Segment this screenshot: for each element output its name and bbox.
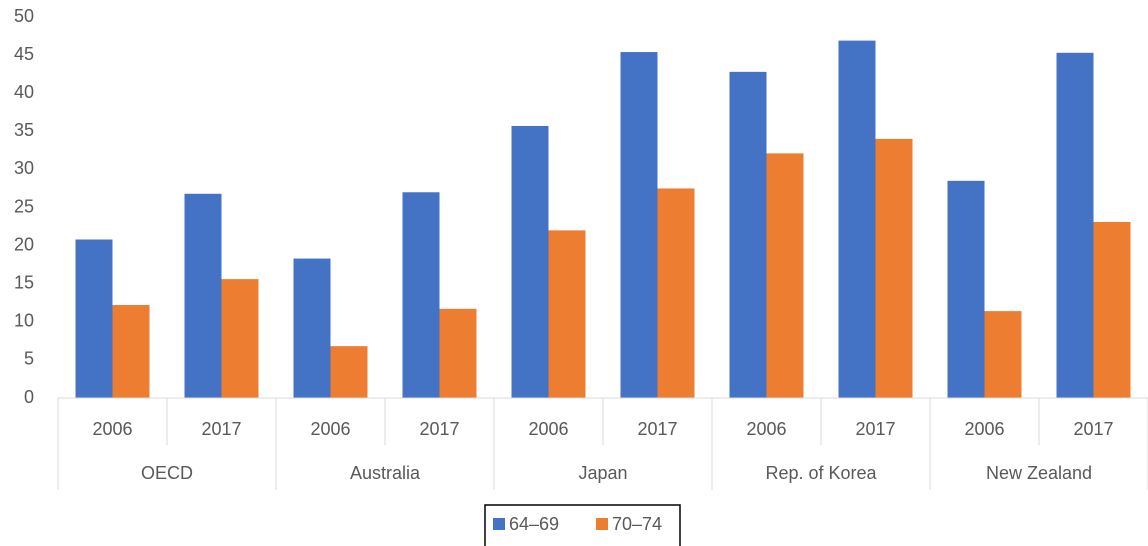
x-tick-label: 2006: [746, 419, 786, 439]
bar: [184, 193, 222, 398]
group-label: Australia: [350, 463, 421, 483]
y-tick-label: 5: [24, 349, 34, 369]
bar: [984, 311, 1022, 398]
y-tick-label: 0: [24, 387, 34, 407]
x-tick-label: 2017: [419, 419, 459, 439]
bar: [293, 258, 331, 398]
bar: [548, 230, 586, 398]
legend-swatch: [493, 518, 505, 530]
x-tick-label: 2006: [964, 419, 1004, 439]
x-tick-label: 2006: [528, 419, 568, 439]
y-tick-label: 20: [14, 234, 34, 254]
bar: [511, 125, 549, 398]
x-tick-label: 2017: [855, 419, 895, 439]
y-tick-label: 45: [14, 44, 34, 64]
x-tick-label: 2006: [310, 419, 350, 439]
group-label: OECD: [141, 463, 193, 483]
x-tick-label: 2017: [637, 419, 677, 439]
legend-swatch: [596, 518, 608, 530]
bar: [330, 346, 368, 398]
x-tick-label: 2017: [1073, 419, 1113, 439]
bar: [947, 180, 985, 398]
x-tick-label: 2017: [201, 419, 241, 439]
bar: [620, 52, 658, 398]
y-tick-label: 40: [14, 82, 34, 102]
bar: [657, 188, 695, 398]
bar: [75, 239, 113, 398]
y-tick-label: 35: [14, 120, 34, 140]
bar: [439, 308, 477, 398]
bar: [729, 71, 767, 398]
group-label: New Zealand: [986, 463, 1092, 483]
bar: [1056, 52, 1094, 399]
legend-label: 70–74: [612, 514, 662, 534]
y-tick-label: 30: [14, 158, 34, 178]
bar: [766, 153, 804, 398]
legend-label: 64–69: [509, 514, 559, 534]
y-tick-label: 50: [14, 6, 34, 26]
group-label: Japan: [578, 463, 627, 483]
y-tick-label: 15: [14, 272, 34, 292]
bar: [1093, 221, 1131, 398]
bar: [875, 138, 913, 399]
bar: [112, 305, 150, 398]
bar: [838, 40, 876, 398]
bar: [402, 192, 440, 398]
group-label: Rep. of Korea: [765, 463, 877, 483]
y-tick-label: 10: [14, 311, 34, 331]
legend-box: [484, 504, 681, 546]
y-tick-label: 25: [14, 196, 34, 216]
bar: [221, 279, 259, 398]
x-tick-label: 2006: [92, 419, 132, 439]
